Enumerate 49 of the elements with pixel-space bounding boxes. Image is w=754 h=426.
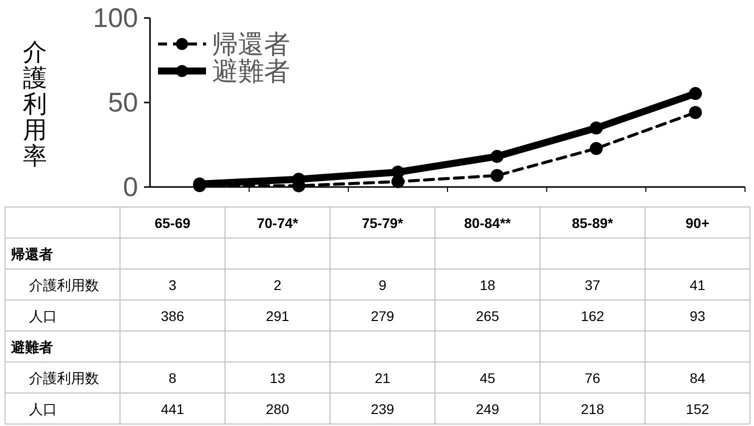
x-tick-label: 65-69 [154,215,191,231]
data-label: 21 [374,370,390,386]
point [391,166,404,179]
x-tick-label: 80-84** [464,215,512,231]
point [688,87,702,100]
data-label: 84 [690,370,706,386]
data-label: 18 [480,277,496,293]
data-label: 41 [690,277,706,293]
data-label: 239 [370,401,394,417]
data-label: 9 [378,277,387,293]
data-label: 279 [370,308,394,324]
data-label: 45 [480,370,496,386]
x-tick-label: 75-79* [362,215,404,231]
data-label: 3 [168,277,177,293]
y-tick-label: 0 [122,172,138,202]
data-label: 386 [160,308,184,324]
text: 帰還者 [10,246,53,262]
legend-label: 避難者 [212,56,290,86]
x-tick-label: 90+ [686,215,710,231]
y-tick-label: 50 [108,88,138,118]
point [490,169,504,182]
data-label: 291 [266,308,290,324]
data-label: 218 [580,401,604,417]
y-tick-label: 100 [92,3,138,33]
point [590,122,603,135]
point [688,106,702,119]
data-label: 8 [168,370,177,386]
data-label: 280 [266,401,290,417]
data-label: 93 [690,308,706,324]
point [490,150,504,163]
data-label: 152 [686,401,710,417]
y-tick-label: 人口 [29,308,57,324]
x-tick-label: 85-89* [572,215,614,231]
legend-label: 帰還者 [212,29,290,59]
text: 避難者 [10,339,53,355]
data-label: 441 [160,401,184,417]
data-label: 13 [270,370,286,386]
y-tick-label: 介護利用数 [29,277,99,293]
point [590,142,603,155]
y-tick-label: 介護利用数 [29,370,99,386]
data-label: 249 [476,401,500,417]
y-axis-title: 介護利用率 [23,39,47,170]
data-label: 162 [580,308,604,324]
x-tick-label: 70-74* [256,215,299,231]
data-label: 37 [584,277,600,293]
data-label: 265 [476,308,500,324]
data-label: 2 [274,277,282,293]
data-label: 76 [584,370,600,386]
y-tick-label: 人口 [29,401,57,417]
